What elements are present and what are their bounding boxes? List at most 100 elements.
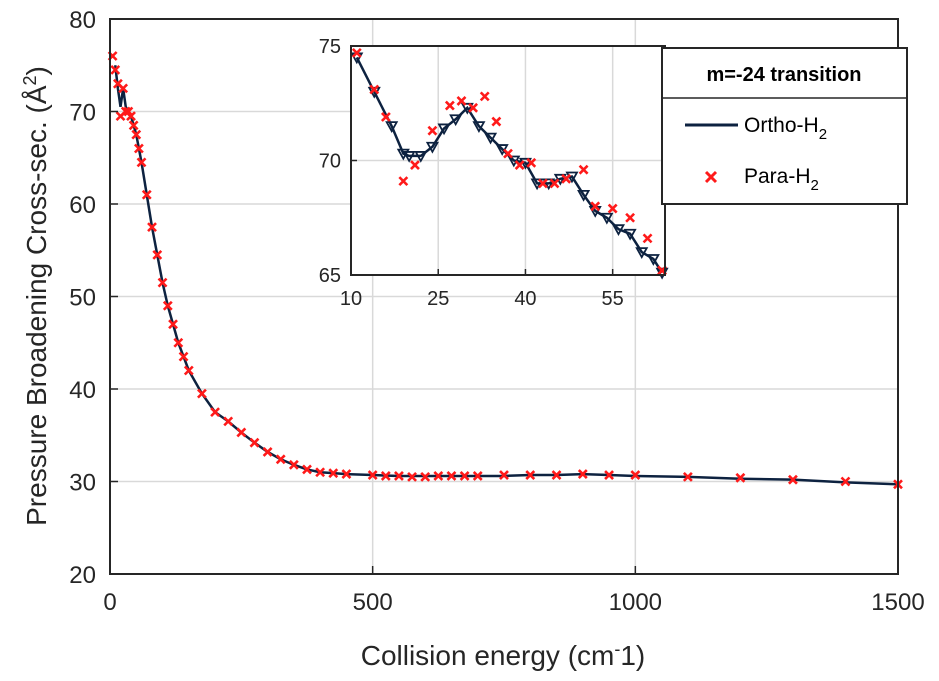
main-para-point [178, 351, 189, 362]
main-para-point [236, 427, 247, 438]
inset-para-point [444, 100, 455, 111]
main-para-point [173, 337, 184, 348]
main-para-point [157, 277, 168, 288]
legend-title: m=-24 transition [706, 64, 861, 86]
main-para-point [788, 474, 798, 485]
inset-ortho-marker [414, 151, 428, 163]
inset-ortho-marker [385, 121, 399, 134]
inset-para-point [625, 212, 636, 223]
main-para-point [302, 464, 312, 475]
inset-para-point [607, 203, 618, 214]
main-para-point [249, 437, 260, 448]
x-axis-label-sup: - [614, 639, 620, 659]
main-para-point [168, 319, 178, 330]
inset-ticks: 10 25 40 55 65 70 75 [319, 36, 624, 310]
inset-ortho-marker [484, 132, 498, 145]
inset-ortho-marker [611, 224, 626, 237]
main-para-point [147, 222, 157, 233]
inset-series [350, 47, 669, 280]
main-y-tick-label: 60 [69, 192, 96, 219]
inset-y-tick-label: 65 [319, 265, 341, 287]
inset-plot: 10 25 40 55 65 70 75 [319, 36, 669, 310]
main-para-point [551, 470, 562, 480]
inset-para-point [514, 160, 525, 170]
x-axis-label: Collision energy (cm-1) [361, 639, 646, 671]
main-para-point [380, 471, 391, 481]
inset-ortho-marker [530, 178, 544, 191]
main-y-tick-label: 50 [69, 285, 96, 312]
inset-ortho-marker [542, 178, 556, 191]
inset-para-point [642, 233, 653, 244]
inset-x-tick-label: 40 [514, 288, 536, 310]
inset-x-tick-label: 55 [602, 288, 624, 310]
legend-para-swatch [704, 170, 718, 184]
main-para-point [433, 471, 444, 481]
main-plot: 0 500 1000 1500 20 30 40 50 60 70 80 [69, 7, 924, 616]
main-para-point [682, 471, 693, 482]
main-para-point [328, 468, 339, 479]
legend-para-sub: 2 [811, 177, 819, 194]
inset-ortho-marker [635, 247, 649, 259]
inset-para-point [578, 164, 589, 175]
main-para-point [604, 470, 614, 480]
inset-para-point [427, 125, 438, 136]
main-para-point [223, 416, 234, 427]
inset-para-point [491, 116, 502, 127]
main-para-point [472, 471, 483, 481]
inset-ortho-marker [449, 114, 463, 127]
main-y-tick-label: 70 [69, 100, 96, 127]
main-x-tick-label: 0 [103, 589, 116, 616]
main-para-point [141, 189, 152, 200]
main-para-point [136, 157, 147, 168]
main-para-point [197, 388, 207, 399]
x-axis-label-tail: 1) [620, 640, 645, 671]
inset-y-tick-label: 75 [319, 36, 341, 58]
main-x-tick-label: 1000 [609, 589, 662, 616]
inset-para-point [456, 96, 467, 106]
inset-para-point [503, 148, 513, 159]
main-para-point [735, 472, 746, 483]
main-para-point [840, 476, 851, 487]
inset-grid [351, 46, 665, 275]
main-para-point [110, 64, 121, 75]
main-para-point [123, 106, 134, 117]
main-x-tick-label: 1500 [871, 589, 924, 616]
inset-ortho-marker [472, 121, 486, 134]
main-para-point [394, 471, 404, 481]
main-y-tick-label: 80 [69, 7, 96, 34]
inset-x-tick-label: 25 [427, 288, 449, 310]
main-para-point [118, 83, 129, 94]
inset-ortho-marker [460, 102, 474, 115]
inset-para-point [479, 91, 490, 102]
main-para-point [367, 470, 378, 480]
main-para-point [162, 300, 173, 311]
inset-para-point [410, 160, 420, 170]
main-para-point [128, 120, 139, 131]
main-para-point [341, 469, 352, 480]
main-para-point [288, 459, 299, 470]
main-para-point [459, 471, 470, 481]
inset-x-tick-label: 10 [340, 288, 362, 310]
inset-ortho-marker [623, 228, 637, 241]
inset-ortho-marker [402, 151, 416, 163]
inset-ortho-marker [600, 212, 614, 225]
inset-para-point [398, 176, 409, 187]
inset-ortho-marker [425, 141, 439, 154]
inset-para-point [537, 178, 548, 189]
inset-para-point [380, 112, 391, 122]
main-para-point [525, 470, 536, 480]
main-para-point [577, 469, 588, 480]
inset-para-point [526, 157, 537, 168]
main-para-point [275, 454, 286, 465]
main-para-point [262, 446, 273, 457]
y-axis-label: Pressure Broadening Cross-sec. (Å2) [20, 66, 52, 526]
main-para-point [131, 129, 142, 140]
legend-ortho-sub: 2 [819, 126, 827, 143]
legend: m=-24 transition Ortho-H2 Para-H2 [661, 47, 908, 205]
main-para-point [126, 111, 136, 122]
inset-ortho-marker [646, 254, 660, 266]
main-y-tick-label: 40 [69, 377, 96, 404]
main-ticks: 0 500 1000 1500 20 30 40 50 60 70 80 [69, 7, 924, 616]
main-para-point [210, 407, 220, 418]
